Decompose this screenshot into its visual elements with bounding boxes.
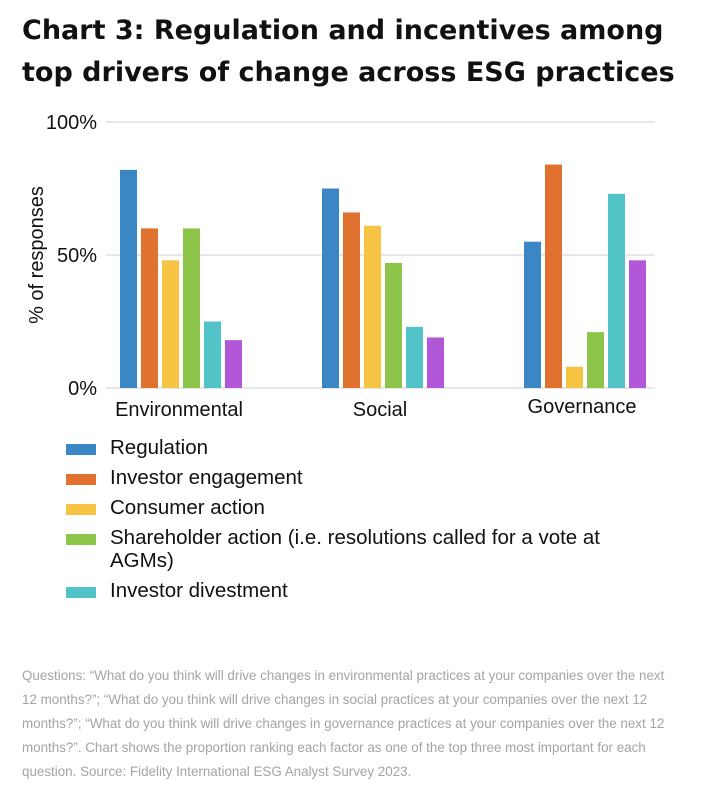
bar-governance-0 xyxy=(524,241,541,388)
legend-label: Shareholder action (i.e. resolutions cal… xyxy=(110,526,600,572)
x-tick-label: Environmental xyxy=(115,399,243,421)
y-axis-label: % of responses xyxy=(26,186,48,324)
bar-environmental-2 xyxy=(162,260,179,388)
legend-swatch xyxy=(66,444,96,455)
bars xyxy=(120,164,646,388)
bar-governance-4 xyxy=(608,193,625,388)
bar-governance-5 xyxy=(629,260,646,388)
bar-governance-2 xyxy=(566,366,583,388)
legend-swatch xyxy=(66,534,96,545)
y-tick-label: 50% xyxy=(57,245,97,267)
y-axis-ticks: 0% 50% 100% xyxy=(46,112,97,400)
legend-item: Regulation xyxy=(66,436,666,459)
legend-item: Investor divestment xyxy=(66,579,666,602)
chart-title: Chart 3: Regulation and incentives among… xyxy=(22,15,675,88)
bar-social-3 xyxy=(385,262,402,388)
bar-governance-3 xyxy=(587,332,604,388)
legend-item: Shareholder action (i.e. resolutions cal… xyxy=(66,526,666,572)
x-tick-label: Governance xyxy=(528,396,637,418)
y-tick-label: 100% xyxy=(46,112,97,134)
legend: Regulation Investor engagement Consumer ac… xyxy=(66,436,666,602)
legend-label: Consumer action xyxy=(110,496,265,519)
bar-social-5 xyxy=(427,337,444,388)
bar-environmental-5 xyxy=(225,340,242,388)
bar-social-4 xyxy=(406,326,423,388)
legend-item: Investor engagement xyxy=(66,466,666,489)
x-axis-ticks: Environmental Social Governance xyxy=(115,396,636,421)
legend-swatch xyxy=(66,474,96,485)
bar-environmental-0 xyxy=(120,169,137,388)
footnote: Questions: “What do you think will drive… xyxy=(22,668,665,779)
y-tick-label: 0% xyxy=(68,378,97,400)
bar-social-0 xyxy=(322,188,339,388)
legend-label: Investor engagement xyxy=(110,466,303,489)
legend-label: Regulation xyxy=(110,436,209,459)
bar-environmental-3 xyxy=(183,228,200,388)
bar-environmental-1 xyxy=(141,228,158,388)
bar-governance-1 xyxy=(545,164,562,388)
bar-social-1 xyxy=(343,212,360,388)
legend-swatch xyxy=(66,504,96,515)
legend-label: Investor divestment xyxy=(110,579,288,602)
bar-social-2 xyxy=(364,225,381,388)
x-tick-label: Social xyxy=(353,399,407,421)
legend-item: Consumer action xyxy=(66,496,666,519)
bar-chart: 0% 50% 100% % of responses Environmental So… xyxy=(26,112,655,421)
bar-environmental-4 xyxy=(204,321,221,388)
legend-swatch xyxy=(66,587,96,598)
